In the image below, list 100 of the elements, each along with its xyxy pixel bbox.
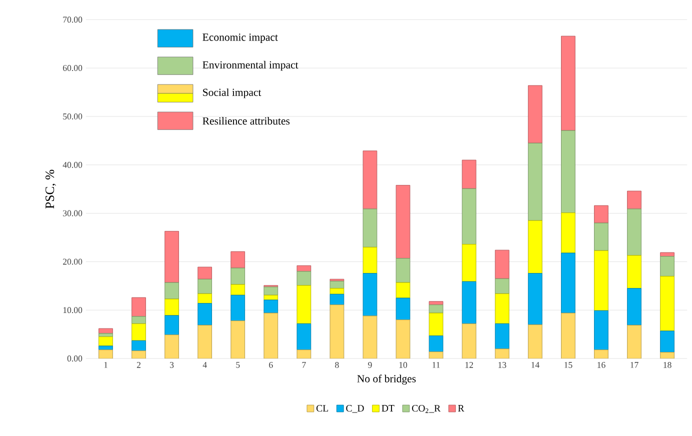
bar xyxy=(230,251,246,268)
bar xyxy=(330,294,344,305)
bar xyxy=(198,324,212,358)
bar xyxy=(396,184,410,258)
bar xyxy=(132,340,146,351)
bar xyxy=(594,205,608,224)
bar xyxy=(164,315,179,335)
bar xyxy=(362,208,378,248)
bar xyxy=(362,273,378,316)
bar xyxy=(198,303,212,326)
annotation: Resilience attributes xyxy=(202,116,290,125)
y-tick-label: 30.00 xyxy=(63,210,82,216)
bar xyxy=(362,150,378,210)
bar xyxy=(594,222,608,251)
bar xyxy=(198,293,212,304)
bar xyxy=(660,352,674,358)
bar xyxy=(296,271,312,286)
bar xyxy=(362,246,378,274)
bar xyxy=(627,324,642,358)
x-tick-label: 18 xyxy=(664,362,672,368)
y-tick-label: 20.00 xyxy=(63,258,82,265)
bar xyxy=(164,282,179,300)
bar xyxy=(627,208,642,256)
bar xyxy=(660,252,674,257)
bar xyxy=(132,316,146,324)
x-tick-label: 1 xyxy=(104,362,108,368)
y-tick-label: 0.00 xyxy=(67,355,82,362)
bar xyxy=(296,323,312,350)
bar xyxy=(428,301,444,305)
x-tick-label: 11 xyxy=(432,362,440,368)
bar xyxy=(561,212,576,254)
bar xyxy=(264,300,278,314)
x-tick-label: 8 xyxy=(335,362,339,368)
bar xyxy=(528,85,542,144)
bar xyxy=(627,255,642,289)
bar xyxy=(627,288,642,326)
bar xyxy=(362,316,378,358)
bar xyxy=(462,281,476,324)
bar xyxy=(428,351,444,358)
bar xyxy=(164,230,179,283)
bar xyxy=(396,298,410,320)
bar xyxy=(330,288,344,294)
bar xyxy=(164,298,179,316)
x-tick-label: 6 xyxy=(269,362,273,368)
bar xyxy=(462,244,476,282)
bar xyxy=(230,294,246,321)
legend-label: R xyxy=(458,404,464,412)
x-tick-label: 5 xyxy=(236,362,240,368)
bar xyxy=(528,142,542,221)
bar xyxy=(594,350,608,358)
y-tick-label: 40.00 xyxy=(62,162,82,168)
y-tick-label: 60.00 xyxy=(63,64,82,71)
bar xyxy=(428,312,444,336)
bar xyxy=(494,250,510,279)
bar xyxy=(164,334,179,358)
bar xyxy=(98,336,113,346)
bar xyxy=(296,285,312,324)
bar xyxy=(462,188,476,244)
annotation: Social impact xyxy=(203,88,262,98)
bar xyxy=(98,350,113,358)
bar xyxy=(494,323,510,350)
legend-label: CO$_{2}$_R xyxy=(412,404,441,413)
y-tick-label: 10.00 xyxy=(63,307,82,314)
bar xyxy=(132,350,146,358)
bar xyxy=(428,335,444,352)
bar xyxy=(561,36,576,131)
legend-label: DT xyxy=(382,404,394,412)
bar xyxy=(230,268,246,285)
y-tick-label: 50.00 xyxy=(63,113,82,120)
x-axis-title: No of bridges xyxy=(357,374,416,384)
bar xyxy=(561,130,576,213)
x-tick-label: 4 xyxy=(202,362,207,368)
bar xyxy=(330,280,344,289)
bar xyxy=(462,160,476,189)
bar xyxy=(528,324,542,358)
bar xyxy=(660,276,674,332)
annotation: Economic impact xyxy=(202,34,278,43)
legend-label: CL xyxy=(316,404,328,412)
bar xyxy=(98,346,113,350)
bar xyxy=(561,252,576,314)
bar xyxy=(98,333,113,337)
bar xyxy=(230,320,246,358)
x-tick-label: 2 xyxy=(136,362,140,368)
bar xyxy=(494,278,510,294)
bar xyxy=(396,258,410,283)
bar xyxy=(528,273,542,325)
bar xyxy=(132,323,146,341)
bar xyxy=(264,312,278,358)
bar xyxy=(528,220,542,274)
bar xyxy=(132,297,146,317)
bar xyxy=(396,320,410,358)
bar xyxy=(660,256,674,276)
bar xyxy=(561,312,576,358)
bar xyxy=(330,304,344,358)
x-tick-label: 17 xyxy=(630,362,638,368)
bar xyxy=(660,330,674,352)
x-tick-label: 10 xyxy=(399,362,408,368)
x-tick-label: 3 xyxy=(170,362,174,368)
x-tick-label: 12 xyxy=(465,362,473,368)
bar xyxy=(594,250,608,311)
